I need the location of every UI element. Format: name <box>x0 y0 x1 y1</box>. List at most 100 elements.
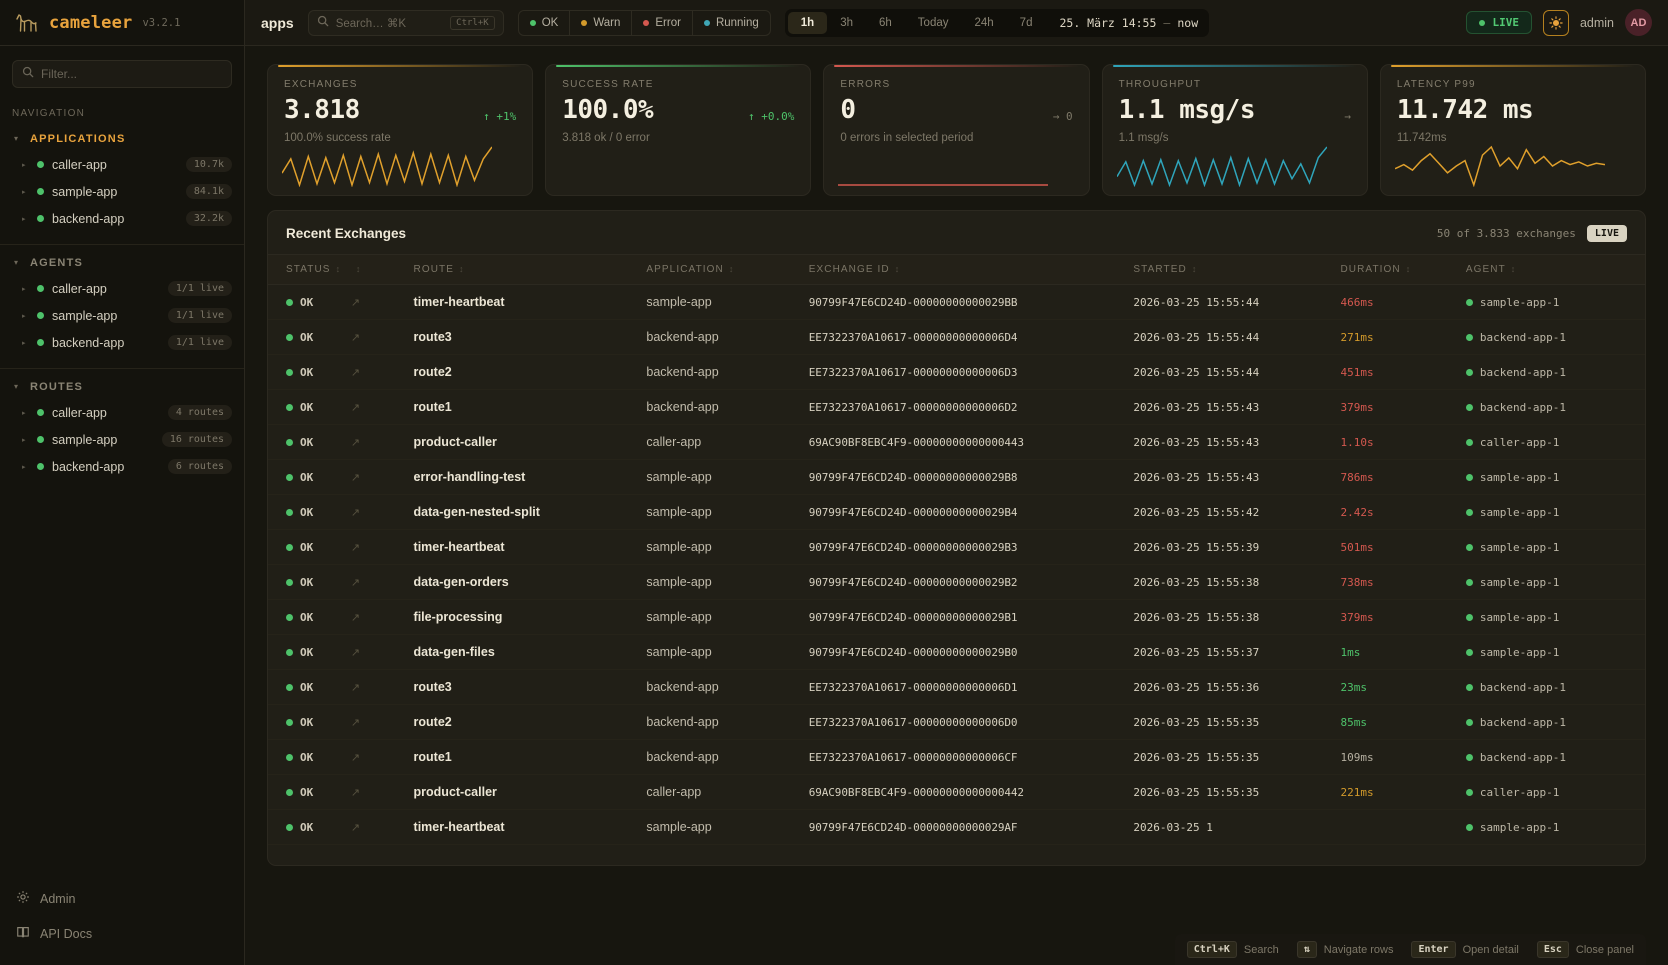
status-chip-running[interactable]: Running <box>693 11 770 35</box>
expand-icon[interactable]: ↗ <box>350 647 361 659</box>
expand-icon[interactable]: ↗ <box>350 332 361 344</box>
time-range-today[interactable]: Today <box>917 16 949 29</box>
time-range-6h[interactable]: 6h <box>879 16 892 29</box>
status-label: OK <box>300 435 314 449</box>
cell-route: route2 <box>413 704 647 740</box>
chevron-right-icon: ▸ <box>22 161 26 169</box>
expand-icon[interactable]: ↗ <box>350 367 361 379</box>
expand-icon[interactable]: ↗ <box>350 682 361 694</box>
table-row[interactable]: OK ↗ route1 backend-app EE7322370A10617-0000… <box>268 389 1645 425</box>
cell-expand[interactable]: ↗ <box>350 704 414 740</box>
cell-expand[interactable]: ↗ <box>350 739 414 775</box>
table-row[interactable]: OK ↗ product-caller caller-app 69AC90BF8EBC4… <box>268 774 1645 810</box>
expand-icon[interactable]: ↗ <box>350 752 361 764</box>
expand-icon[interactable]: ↗ <box>350 787 361 799</box>
expand-icon[interactable]: ↗ <box>350 437 361 449</box>
sidebar-item-routes-caller-app[interactable]: ▸ caller-app 4 routes <box>0 399 244 426</box>
cell-agent: sample-app-1 <box>1465 284 1645 320</box>
cell-expand[interactable]: ↗ <box>350 319 414 355</box>
sidebar-item-applications-caller-app[interactable]: ▸ caller-app 10.7k <box>0 151 244 178</box>
nav-group-header-agents[interactable]: ▾ AGENTS <box>0 251 244 275</box>
sidebar-filter-input[interactable] <box>41 67 222 81</box>
sidebar-item-agents-backend-app[interactable]: ▸ backend-app 1/1 live <box>0 329 244 356</box>
sidebar-item-routes-sample-app[interactable]: ▸ sample-app 16 routes <box>0 426 244 453</box>
nav-group-header-routes[interactable]: ▾ ROUTES <box>0 375 244 399</box>
live-toggle[interactable]: LIVE <box>1466 11 1532 34</box>
cell-expand[interactable]: ↗ <box>350 494 414 530</box>
expand-icon[interactable]: ↗ <box>350 822 361 834</box>
sidebar-item-applications-sample-app[interactable]: ▸ sample-app 84.1k <box>0 178 244 205</box>
table-row[interactable]: OK ↗ timer-heartbeat sample-app 90799F47E6CD… <box>268 529 1645 565</box>
cell-expand[interactable]: ↗ <box>350 459 414 495</box>
column-header-agent[interactable]: AGENT ↕ <box>1465 254 1645 285</box>
table-row[interactable]: OK ↗ data-gen-files sample-app 90799F47E6CD2… <box>268 634 1645 670</box>
column-header-route[interactable]: ROUTE ↕ <box>413 254 647 285</box>
search-input[interactable]: Search… ⌘K Ctrl+K <box>307 9 504 36</box>
sidebar-item-agents-caller-app[interactable]: ▸ caller-app 1/1 live <box>0 275 244 302</box>
expand-icon[interactable]: ↗ <box>350 507 361 519</box>
column-header-application[interactable]: APPLICATION ↕ <box>646 254 809 285</box>
table-row[interactable]: OK ↗ data-gen-nested-split sample-app 90799F… <box>268 494 1645 530</box>
cell-expand[interactable]: ↗ <box>350 774 414 810</box>
table-row[interactable]: OK ↗ route1 backend-app EE7322370A10617-0000… <box>268 739 1645 775</box>
expand-icon[interactable]: ↗ <box>350 542 361 554</box>
cell-expand[interactable]: ↗ <box>350 284 414 320</box>
cell-expand[interactable]: ↗ <box>350 634 414 670</box>
metric-card-exchanges[interactable]: EXCHANGES 3.818 ↑ +1% 100.0% success rate <box>267 64 534 196</box>
cell-expand[interactable]: ↗ <box>350 599 414 635</box>
time-range-24h[interactable]: 24h <box>974 16 994 29</box>
column-header-duration[interactable]: DURATION ↕ <box>1340 254 1466 285</box>
status-chip-ok[interactable]: OK <box>519 10 571 35</box>
time-range-7d[interactable]: 7d <box>1019 16 1033 29</box>
expand-icon[interactable]: ↗ <box>350 717 361 729</box>
table-row[interactable]: OK ↗ route3 backend-app EE7322370A10617-0000… <box>268 669 1645 705</box>
column-header-exchange-id[interactable]: EXCHANGE ID ↕ <box>808 254 1134 285</box>
cell-expand[interactable]: ↗ <box>350 354 414 390</box>
sidebar-item-admin[interactable]: Admin <box>0 881 244 916</box>
nav-group-header-applications[interactable]: ▾ APPLICATIONS <box>0 127 244 151</box>
cell-expand[interactable]: ↗ <box>350 424 414 460</box>
cell-expand[interactable]: ↗ <box>350 564 414 600</box>
cell-status: OK <box>268 809 351 845</box>
sun-icon[interactable] <box>1542 9 1569 36</box>
avatar[interactable]: AD <box>1625 9 1652 36</box>
table-row[interactable]: OK ↗ data-gen-orders sample-app 90799F47E6CD… <box>268 564 1645 600</box>
expand-icon[interactable]: ↗ <box>350 577 361 589</box>
panel-live-badge[interactable]: LIVE <box>1586 225 1627 242</box>
metric-card-latency-p99[interactable]: LATENCY P99 11.742 ms 11.742ms <box>1379 64 1647 196</box>
table-row[interactable]: OK ↗ timer-heartbeat sample-app 90799F47E6CD… <box>268 284 1645 320</box>
sidebar-item-applications-backend-app[interactable]: ▸ backend-app 32.2k <box>0 205 244 232</box>
cell-expand[interactable]: ↗ <box>350 529 414 565</box>
status-chip-warn[interactable]: Warn <box>570 10 633 35</box>
table-row[interactable]: OK ↗ route2 backend-app EE7322370A10617-0000… <box>268 354 1645 390</box>
sidebar-item-routes-backend-app[interactable]: ▸ backend-app 6 routes <box>0 453 244 480</box>
column-header-started[interactable]: STARTED ↕ <box>1133 254 1341 285</box>
time-range-display[interactable]: 25. März 14:55 — now <box>1045 16 1206 30</box>
column-header-status[interactable]: STATUS ↕ <box>268 254 351 285</box>
sidebar-filter[interactable] <box>12 60 232 88</box>
table-row[interactable]: OK ↗ error-handling-test sample-app 90799F47… <box>268 459 1645 495</box>
table-row[interactable]: OK ↗ product-caller caller-app 69AC90BF8EBC4… <box>268 424 1645 460</box>
sidebar-item-agents-sample-app[interactable]: ▸ sample-app 1/1 live <box>0 302 244 329</box>
expand-icon[interactable]: ↗ <box>350 612 361 624</box>
metric-card-throughput[interactable]: THROUGHPUT 1.1 msg/s → 1.1 msg/s <box>1101 64 1368 196</box>
chevron-down-icon: ▾ <box>14 134 19 143</box>
metric-card-errors[interactable]: ERRORS 0 → 0 0 errors in selected period <box>823 64 1090 196</box>
expand-icon[interactable]: ↗ <box>350 472 361 484</box>
table-row[interactable]: OK ↗ route3 backend-app EE7322370A10617-0000… <box>268 319 1645 355</box>
cell-expand[interactable]: ↗ <box>350 669 414 705</box>
cell-exchange-id: 90799F47E6CD24D-00000000000029B0 <box>808 634 1134 670</box>
table-row[interactable]: OK ↗ route2 backend-app EE7322370A10617-0000… <box>268 704 1645 740</box>
column-header-expand[interactable]: ↕ <box>350 254 414 285</box>
expand-icon[interactable]: ↗ <box>350 402 361 414</box>
metric-card-success-rate[interactable]: SUCCESS RATE 100.0% ↑ +0.0% 3.818 ok / 0 er… <box>545 64 812 196</box>
time-range-3h[interactable]: 3h <box>840 16 853 29</box>
cell-expand[interactable]: ↗ <box>350 389 414 425</box>
time-range-1h[interactable]: 1h <box>787 11 828 34</box>
table-row[interactable]: OK ↗ timer-heartbeat sample-app 90799F47E6CD… <box>268 809 1645 845</box>
status-chip-error[interactable]: Error <box>632 10 693 35</box>
table-row[interactable]: OK ↗ file-processing sample-app 90799F47E6CD… <box>268 599 1645 635</box>
expand-icon[interactable]: ↗ <box>350 297 361 309</box>
sidebar-item-api-docs[interactable]: API Docs <box>0 916 244 951</box>
cell-expand[interactable]: ↗ <box>350 809 414 845</box>
